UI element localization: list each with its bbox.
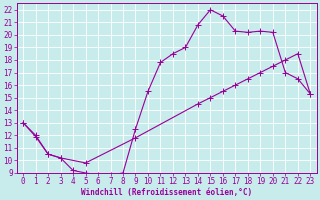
X-axis label: Windchill (Refroidissement éolien,°C): Windchill (Refroidissement éolien,°C): [81, 188, 252, 197]
